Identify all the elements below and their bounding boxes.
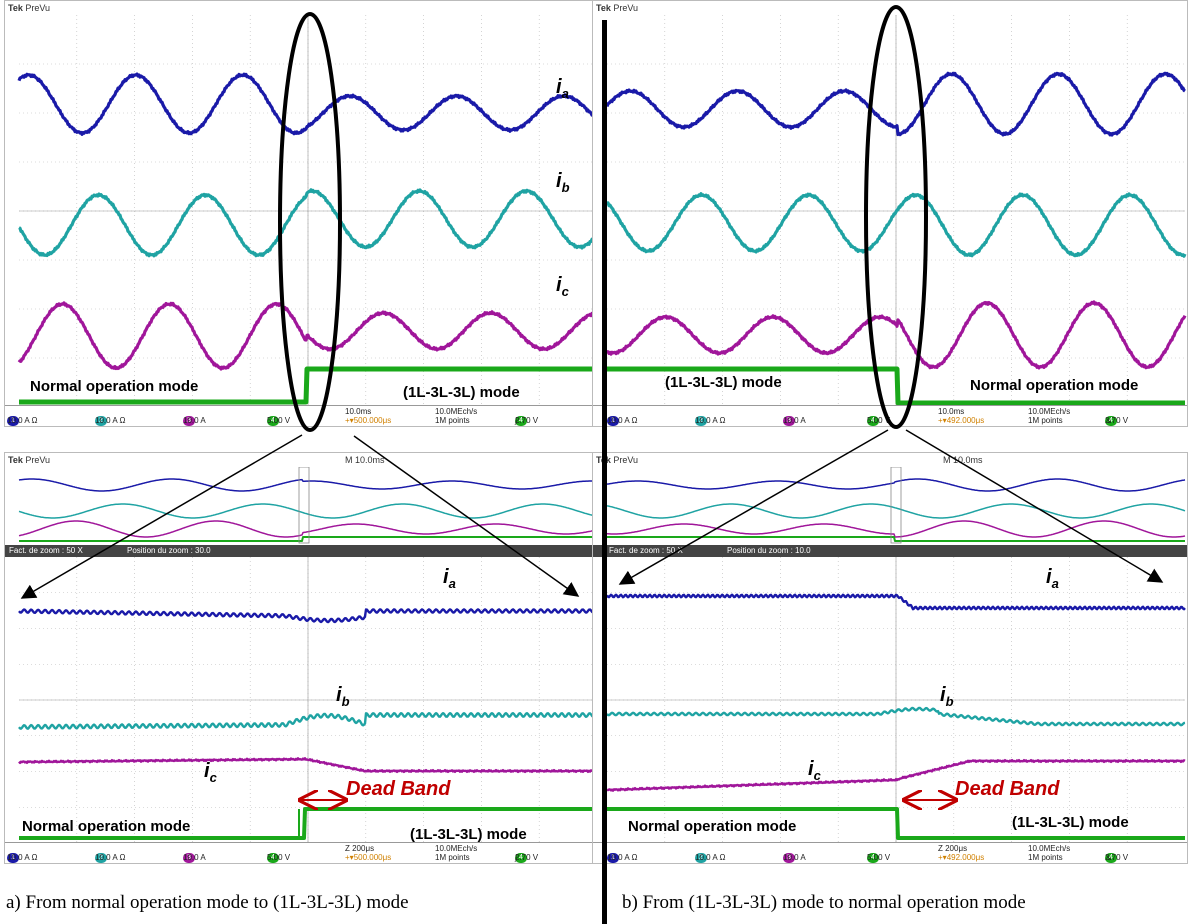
ic-overview <box>607 520 1186 538</box>
ch4-series <box>606 807 1186 840</box>
ib-overview <box>18 503 598 519</box>
status-bar: 1 10.0 A Ω 2 10.0 A Ω 3 10.0 A 4 5.00 V 10.0… <box>5 405 599 426</box>
mode-label: (1L-3L-3L) mode <box>403 384 520 401</box>
ia-label: ia <box>1046 566 1059 591</box>
status-bar: 1 10.0 A Ω 2 10.0 A Ω 3 10.0 A 4 5.00 V 10.0… <box>593 405 1187 426</box>
mode-label: Normal operation mode <box>30 378 199 395</box>
scope-a-bottom-plot <box>18 466 598 843</box>
ib-overview <box>606 503 1186 519</box>
scope-header: Tek PreVu <box>593 1 1187 15</box>
scope-a-top-plot <box>17 15 599 407</box>
ch4-overview <box>19 536 597 542</box>
ic-series <box>606 758 1186 792</box>
mode-label: Normal operation mode <box>970 377 1139 394</box>
panel-divider <box>602 20 607 924</box>
scope-b-bottom-plot <box>606 466 1186 843</box>
ia-label: ia <box>556 76 569 101</box>
ia-overview <box>606 478 1186 492</box>
zoom-info: Fact. de zoom : 50 X Position du zoom : 3… <box>5 545 599 557</box>
mode-label: (1L-3L-3L) mode <box>665 374 782 391</box>
mode-label: (1L-3L-3L) mode <box>410 826 527 843</box>
ic-label: ic <box>808 758 821 783</box>
ia-overview <box>18 478 597 492</box>
ic-overview <box>18 520 598 538</box>
ia-series <box>606 593 1186 611</box>
dead-band-label: Dead Band <box>346 778 451 800</box>
scope-header: Tek PreVu <box>5 1 599 15</box>
ia-series <box>18 608 598 624</box>
zoom-window <box>890 466 902 544</box>
dead-band-label: Dead Band <box>955 778 1060 800</box>
ic-series <box>18 757 598 774</box>
ib-series <box>606 706 1186 727</box>
ib-label: ib <box>556 170 570 195</box>
ic-label: ic <box>204 760 217 785</box>
ia-label: ia <box>443 566 456 591</box>
scope-a-bottom: Tek PreVu M 10.0ms Fact. de zoom : 50 X Po… <box>4 452 600 864</box>
ic-label: ic <box>556 274 569 299</box>
mode-label: Normal operation mode <box>628 818 797 835</box>
zoom-info: Fact. de zoom : 50 X Position du zoom : 1… <box>593 545 1187 557</box>
ib-series <box>18 712 598 730</box>
mode-label: Normal operation mode <box>22 818 191 835</box>
mode-label: (1L-3L-3L) mode <box>1012 814 1129 831</box>
status-bar: 1 10.0 A Ω 2 10.0 A Ω 3 10.0 A 4 5.00 V Z 20… <box>5 842 599 863</box>
ib-label: ib <box>336 684 350 709</box>
caption-b: b) From (1L-3L-3L) mode to normal operat… <box>622 892 1026 913</box>
scope-b-top-plot <box>605 15 1187 407</box>
ib-label: ib <box>940 684 954 709</box>
status-bar: 1 10.0 A Ω 2 10.0 A Ω 3 10.0 A 4 5.00 V Z 20… <box>593 842 1187 863</box>
caption-a: a) From normal operation mode to (1L-3L-… <box>6 892 409 913</box>
